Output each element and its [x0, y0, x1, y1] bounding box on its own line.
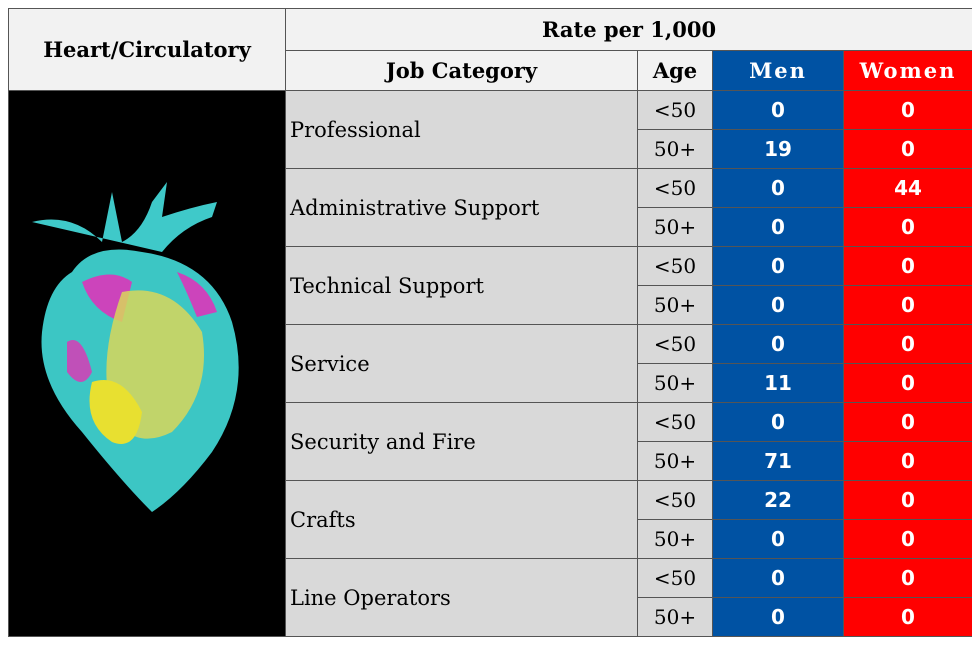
age-group: 50+	[638, 208, 713, 247]
men-rate: 22	[713, 481, 844, 520]
age-group: 50+	[638, 286, 713, 325]
age-group: <50	[638, 325, 713, 364]
group-header: Rate per 1,000	[286, 9, 972, 51]
age-group: <50	[638, 247, 713, 286]
women-rate: 0	[844, 91, 972, 130]
column-header: Women	[844, 51, 972, 91]
men-rate: 0	[713, 520, 844, 559]
age-group: 50+	[638, 442, 713, 481]
age-group: 50+	[638, 364, 713, 403]
job-category: Administrative Support	[286, 169, 638, 247]
column-header: Men	[713, 51, 844, 91]
men-rate: 11	[713, 364, 844, 403]
women-rate: 0	[844, 520, 972, 559]
women-rate: 0	[844, 559, 972, 598]
women-rate: 0	[844, 208, 972, 247]
men-rate: 0	[713, 247, 844, 286]
women-rate: 0	[844, 325, 972, 364]
heart-illustration	[12, 92, 282, 632]
men-rate: 0	[713, 403, 844, 442]
men-rate: 71	[713, 442, 844, 481]
age-group: 50+	[638, 598, 713, 637]
age-group: <50	[638, 559, 713, 598]
table-body: Heart/Circulatory Rate per 1,000 Job Cat…	[9, 9, 972, 637]
column-header: Age	[638, 51, 713, 91]
women-rate: 0	[844, 130, 972, 169]
job-category: Line Operators	[286, 559, 638, 637]
women-rate: 0	[844, 403, 972, 442]
men-rate: 0	[713, 208, 844, 247]
men-rate: 0	[713, 325, 844, 364]
age-group: <50	[638, 169, 713, 208]
age-group: <50	[638, 403, 713, 442]
men-rate: 0	[713, 286, 844, 325]
rate-table: Heart/Circulatory Rate per 1,000 Job Cat…	[8, 8, 972, 637]
women-rate: 0	[844, 286, 972, 325]
job-category: Security and Fire	[286, 403, 638, 481]
men-rate: 0	[713, 169, 844, 208]
men-rate: 19	[713, 130, 844, 169]
age-group: <50	[638, 91, 713, 130]
women-rate: 0	[844, 481, 972, 520]
header-row: Heart/Circulatory Rate per 1,000	[9, 9, 972, 51]
job-category: Technical Support	[286, 247, 638, 325]
job-category: Service	[286, 325, 638, 403]
age-group: 50+	[638, 520, 713, 559]
age-group: 50+	[638, 130, 713, 169]
page: Heart/Circulatory Rate per 1,000 Job Cat…	[0, 0, 972, 646]
heart-image	[9, 91, 286, 637]
age-group: <50	[638, 481, 713, 520]
men-rate: 0	[713, 559, 844, 598]
women-rate: 44	[844, 169, 972, 208]
job-category: Crafts	[286, 481, 638, 559]
men-rate: 0	[713, 598, 844, 637]
column-header: Job Category	[286, 51, 638, 91]
title-cell: Heart/Circulatory	[9, 9, 286, 91]
women-rate: 0	[844, 247, 972, 286]
women-rate: 0	[844, 598, 972, 637]
men-rate: 0	[713, 91, 844, 130]
job-category: Professional	[286, 91, 638, 169]
women-rate: 0	[844, 442, 972, 481]
women-rate: 0	[844, 364, 972, 403]
